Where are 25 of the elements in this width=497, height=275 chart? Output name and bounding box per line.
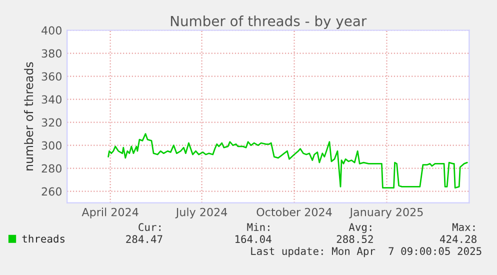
- x-tick-label: April 2024: [82, 208, 138, 218]
- text: Last update: Mon Apr 7 09:00:05 2025: [251, 246, 482, 258]
- legend-label: threads: [22, 234, 65, 243]
- text: Cur:: [138, 223, 161, 232]
- y-tick-label: 300: [42, 141, 62, 150]
- text: 284.47: [126, 235, 162, 244]
- text: Max:: [452, 223, 475, 232]
- x-tick-label: October 2024: [256, 208, 332, 216]
- y-tick-label: 260: [42, 187, 62, 196]
- y-tick-label: 320: [42, 118, 62, 127]
- y-tick-label: 340: [42, 95, 62, 104]
- y-axis-title: number of threads: [24, 62, 34, 170]
- y-tick-label: 400: [42, 26, 62, 35]
- text: Avg:: [348, 223, 372, 234]
- text: 288.52: [336, 235, 373, 244]
- y-tick-label: 280: [42, 164, 62, 173]
- text: 424.28: [440, 235, 476, 244]
- x-tick-label: January 2025: [349, 208, 423, 218]
- y-tick-label: 360: [42, 72, 62, 81]
- text: Min:: [247, 222, 270, 231]
- y-tick-label: 380: [42, 49, 62, 58]
- text: 164.04: [235, 235, 272, 244]
- chart-title: Number of threads - by year: [170, 16, 367, 29]
- line-series: [108, 133, 468, 189]
- x-tick-label: July 2024: [175, 208, 228, 218]
